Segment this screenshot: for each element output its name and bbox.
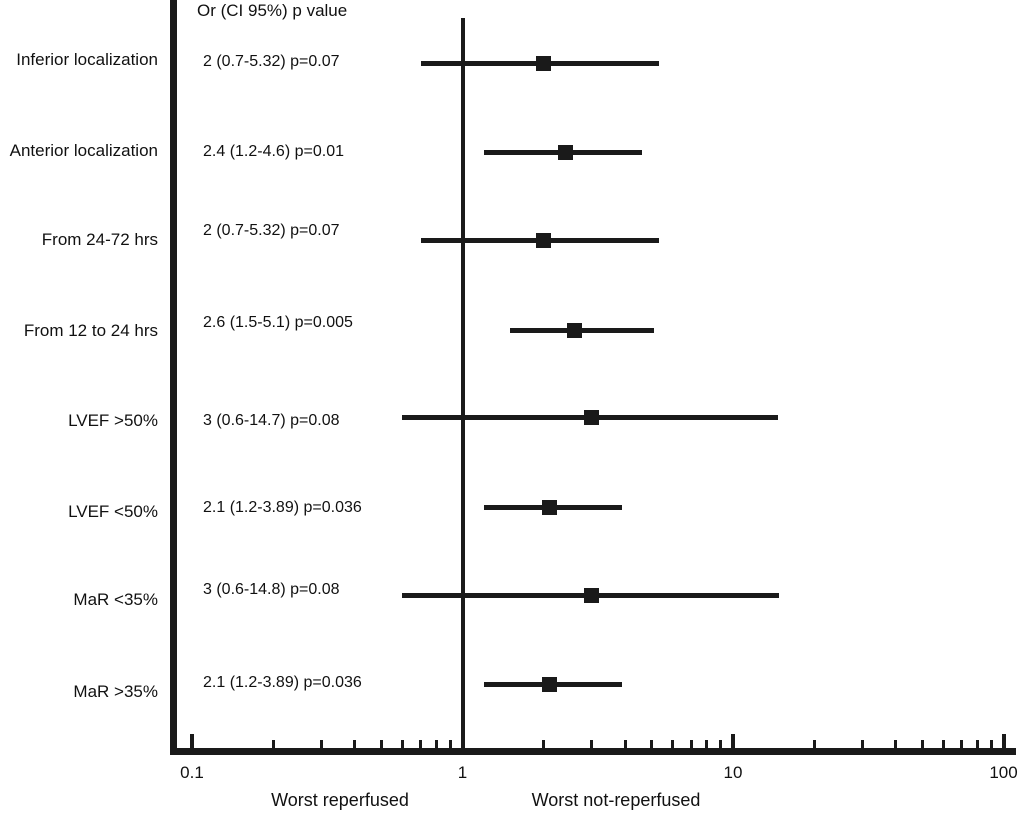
x-axis-minor-tick (400, 740, 404, 748)
reference-line-or-1 (461, 18, 465, 734)
x-axis-caption-right: Worst not-reperfused (531, 790, 701, 810)
or-marker (557, 144, 573, 160)
row-or-ci-p-text: 2 (0.7-5.32) p=0.07 (203, 53, 340, 70)
x-axis-major-tick (731, 734, 735, 748)
row-label: From 24-72 hrs (41, 230, 158, 249)
row-label: From 12 to 24 hrs (23, 321, 158, 340)
x-axis-minor-tick (689, 740, 693, 748)
x-axis-minor-tick (542, 740, 546, 748)
column-header-or-ci-pvalue: Or (CI 95%) p value (197, 1, 348, 20)
x-axis-minor-tick (419, 740, 423, 748)
row-label: LVEF <50% (68, 502, 158, 521)
x-axis-minor-tick (590, 740, 594, 748)
or-marker (542, 499, 558, 515)
x-axis-minor-tick (671, 740, 675, 748)
x-axis-minor-tick (860, 740, 864, 748)
row-or-ci-p-text: 2.1 (1.2-3.89) p=0.036 (203, 499, 362, 516)
row-or-ci-p-text: 2.6 (1.5-5.1) p=0.005 (203, 314, 353, 331)
x-axis-tick-label: 100 (989, 763, 1018, 782)
or-marker (536, 55, 552, 71)
or-marker (536, 232, 552, 248)
x-axis-minor-tick (319, 740, 323, 748)
x-axis-minor-tick (705, 740, 709, 748)
x-axis-minor-tick (353, 740, 357, 748)
or-marker (584, 587, 600, 603)
x-axis-minor-tick (434, 740, 438, 748)
y-axis-line (170, 0, 177, 755)
x-axis-minor-tick (271, 740, 275, 748)
row-label: Anterior localization (9, 141, 158, 160)
x-axis-minor-tick (920, 740, 924, 748)
x-axis-tick-label: 1 (457, 763, 468, 782)
x-axis-minor-tick (812, 740, 816, 748)
x-axis-minor-tick (989, 740, 993, 748)
row-or-ci-p-text: 3 (0.6-14.7) p=0.08 (203, 412, 340, 429)
row-label: MaR >35% (73, 682, 158, 701)
x-axis-major-tick (460, 734, 465, 748)
row-or-ci-p-text: 3 (0.6-14.8) p=0.08 (203, 581, 340, 598)
x-axis-minor-tick (941, 740, 945, 748)
row-or-ci-p-text: 2 (0.7-5.32) p=0.07 (203, 222, 340, 239)
row-label: Inferior localization (16, 50, 158, 69)
x-axis-minor-tick (650, 740, 654, 748)
x-axis-minor-tick (719, 740, 723, 748)
or-marker (542, 676, 558, 692)
x-axis-tick-label: 10 (723, 763, 743, 782)
x-axis-minor-tick (623, 740, 627, 748)
x-axis-minor-tick (975, 740, 979, 748)
x-axis-tick-label: 0.1 (180, 763, 204, 782)
x-axis-line (170, 748, 1016, 755)
x-axis-minor-tick (960, 740, 964, 748)
x-axis-major-tick (1001, 734, 1006, 748)
x-axis-minor-tick (379, 740, 383, 748)
or-marker (567, 322, 583, 338)
or-marker (584, 409, 600, 425)
x-axis-minor-tick (894, 740, 898, 748)
x-axis-caption-left: Worst reperfused (271, 790, 409, 810)
row-label: LVEF >50% (68, 411, 158, 430)
x-axis-major-tick (190, 734, 194, 748)
x-axis-minor-tick (448, 740, 452, 748)
row-or-ci-p-text: 2.4 (1.2-4.6) p=0.01 (203, 143, 344, 160)
row-label: MaR <35% (73, 590, 158, 609)
row-or-ci-p-text: 2.1 (1.2-3.89) p=0.036 (203, 674, 362, 691)
